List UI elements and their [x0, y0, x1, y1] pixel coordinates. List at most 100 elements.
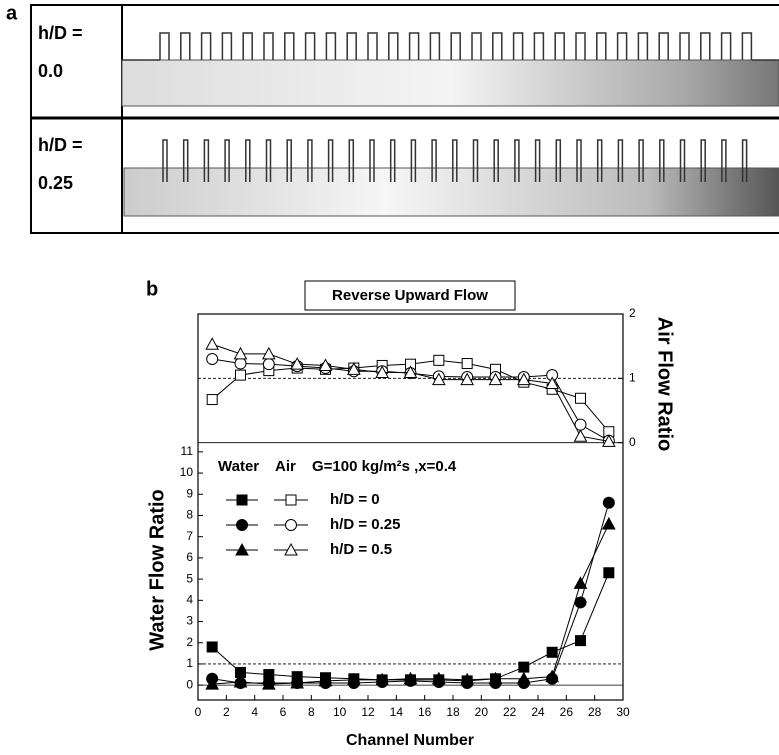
x-tick-label: 30	[616, 705, 630, 719]
legend-marker	[235, 542, 249, 556]
photo-channel	[121, 59, 779, 107]
tube	[346, 32, 357, 60]
marker	[546, 646, 558, 658]
tube	[471, 32, 482, 60]
plot-frame	[197, 313, 624, 701]
marker	[601, 516, 616, 530]
tube	[658, 32, 669, 60]
y-tick-label: 3	[186, 614, 193, 628]
tube	[596, 32, 607, 60]
legend-label: h/D = 0.5	[330, 541, 392, 558]
tube	[180, 32, 191, 60]
tube	[327, 139, 334, 182]
legend-marker	[285, 494, 297, 506]
tube	[741, 139, 748, 182]
tube	[348, 139, 355, 182]
tube	[265, 139, 272, 182]
panel-label: b	[146, 278, 158, 300]
y-tick-label: 10	[180, 465, 194, 479]
marker	[290, 357, 305, 370]
tube	[512, 32, 524, 60]
marker	[545, 376, 560, 389]
x-tick-label: 2	[223, 705, 230, 719]
marker	[403, 671, 418, 685]
row-label: h/D =	[38, 135, 83, 155]
title-box	[304, 280, 516, 311]
marker	[602, 496, 615, 509]
tube	[389, 139, 396, 182]
tube	[410, 139, 417, 182]
marker	[346, 362, 361, 375]
marker	[573, 576, 588, 589]
x-tick-label: 10	[333, 705, 347, 719]
tube	[720, 32, 732, 60]
tube	[408, 32, 420, 60]
x-tick-label: 8	[308, 705, 315, 719]
tube	[659, 139, 665, 182]
tube	[450, 32, 461, 60]
marker	[206, 641, 218, 653]
y-tick-label: 9	[186, 486, 193, 500]
tube	[493, 139, 499, 182]
tube	[388, 32, 399, 60]
marker	[433, 354, 445, 366]
tube	[741, 32, 753, 60]
y-tick-label: 6	[186, 550, 193, 564]
tube	[221, 32, 233, 60]
marker	[318, 673, 333, 687]
marker	[234, 357, 247, 370]
y-tick-label: 1	[186, 656, 193, 670]
tube	[555, 139, 562, 182]
y-tick-label: 7	[186, 529, 193, 543]
legend-label: h/D = 0.25	[330, 516, 400, 533]
tube	[596, 139, 603, 182]
marker	[460, 372, 475, 386]
row-label: h/D =	[38, 23, 83, 43]
tube	[369, 139, 375, 182]
tube	[679, 139, 686, 182]
y2-tick-label: 0	[629, 435, 636, 449]
marker	[233, 346, 248, 360]
marker	[206, 394, 218, 406]
photo-channel	[123, 167, 779, 217]
tube	[700, 139, 706, 182]
marker	[290, 675, 305, 689]
tube	[245, 139, 251, 182]
marker	[318, 358, 333, 371]
tube	[638, 139, 644, 182]
marker	[431, 671, 446, 685]
tube	[325, 32, 337, 60]
legend-marker	[285, 519, 297, 531]
y-tick-label: 0	[186, 677, 193, 691]
tube	[452, 139, 458, 182]
water-line	[211, 572, 610, 682]
tube	[575, 32, 586, 60]
legend-marker	[236, 494, 248, 506]
marker	[431, 372, 446, 386]
x-tick-label: 28	[588, 705, 602, 719]
tube	[284, 32, 295, 60]
tube	[263, 32, 274, 60]
marker	[346, 672, 361, 686]
marker	[460, 672, 475, 686]
tube	[514, 139, 520, 182]
tube	[307, 139, 313, 182]
x-tick-label: 16	[418, 705, 432, 719]
y-tick-label: 11	[181, 444, 194, 458]
tube	[203, 139, 210, 182]
tube	[304, 32, 316, 60]
marker	[461, 358, 473, 370]
x-tick-label: 20	[475, 705, 489, 719]
legend-marker	[236, 519, 248, 531]
y-axis-title: Water Flow Ratio	[146, 489, 168, 650]
marker	[603, 567, 615, 579]
tube	[700, 32, 711, 60]
y-tick-label: 5	[186, 571, 193, 585]
tube	[721, 139, 727, 182]
panel-label: a	[6, 2, 18, 24]
x-tick-label: 4	[251, 705, 258, 719]
tube	[286, 139, 292, 182]
marker	[574, 596, 587, 609]
